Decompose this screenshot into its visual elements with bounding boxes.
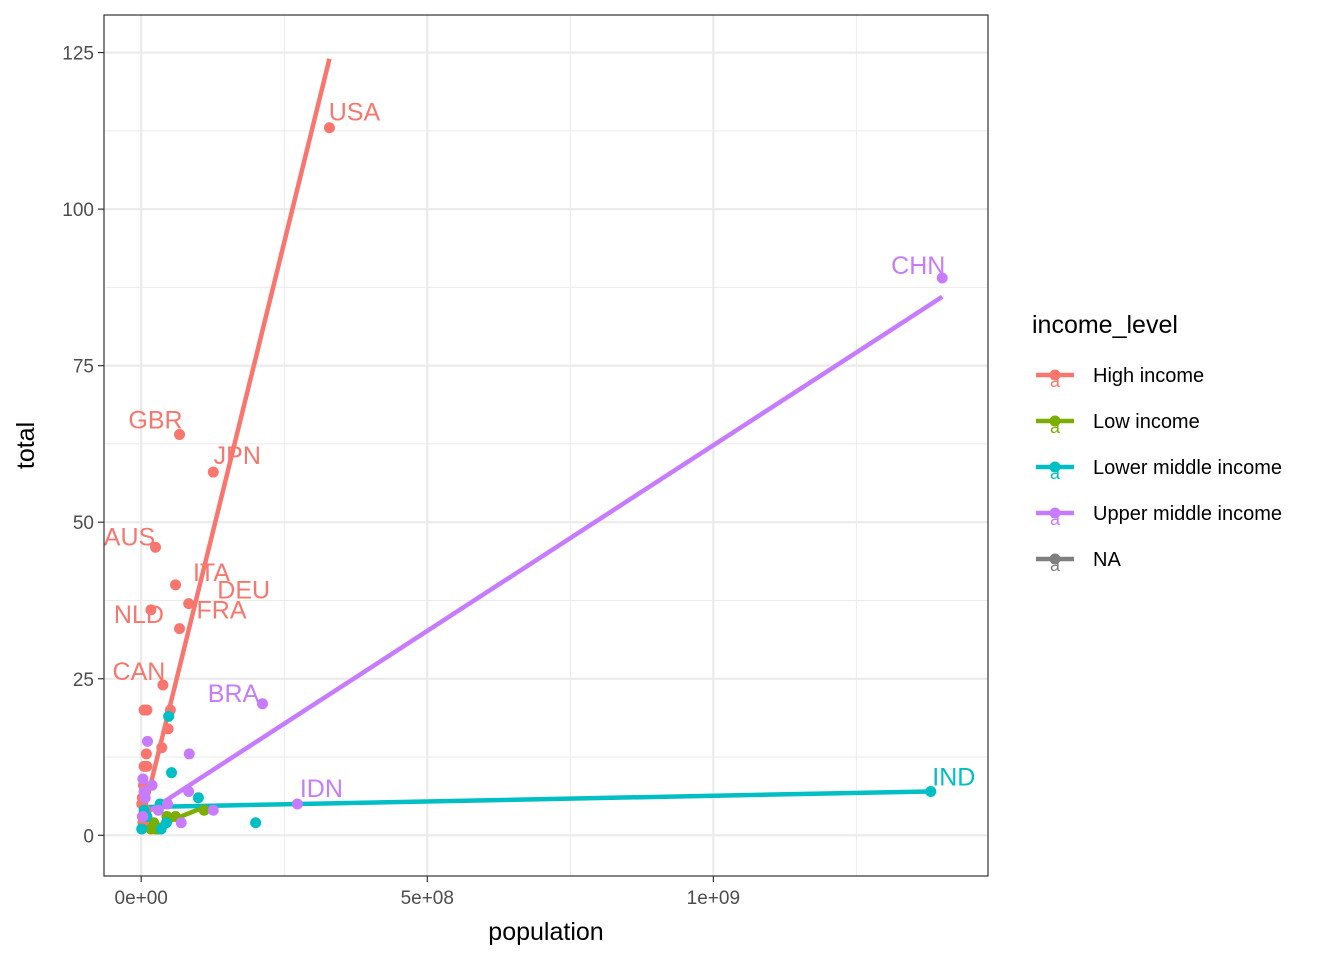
fit-line-high-income — [139, 58, 332, 824]
legend-label: Upper middle income — [1093, 503, 1282, 525]
y-tick-label: 25 — [73, 670, 94, 691]
legend-key-glyph: a — [1050, 555, 1061, 575]
legend-key-point — [1049, 415, 1061, 427]
data-point — [156, 742, 168, 754]
point-label-gbr: GBR — [128, 407, 182, 435]
data-point — [139, 792, 151, 804]
data-point — [160, 817, 172, 829]
y-axis: 0 25 50 75 100 125 — [62, 44, 104, 847]
y-tick-label: 0 — [83, 826, 94, 847]
data-point — [149, 541, 161, 553]
data-point — [175, 817, 187, 829]
legend-key-glyph: a — [1050, 371, 1061, 391]
data-point — [146, 779, 158, 791]
data-point — [192, 792, 204, 804]
legend-key-glyph: a — [1050, 417, 1061, 437]
legend-title: income_level — [1032, 311, 1178, 339]
point-label-can: CAN — [113, 658, 166, 686]
data-point — [174, 429, 186, 441]
data-point — [250, 817, 262, 829]
data-point — [163, 710, 175, 722]
data-point — [183, 785, 195, 797]
y-tick-label: 125 — [62, 44, 94, 65]
data-point — [162, 723, 174, 735]
data-points — [136, 122, 948, 835]
panel-border — [103, 14, 989, 877]
data-point — [152, 804, 164, 816]
data-point — [162, 798, 174, 810]
legend-key-point — [1049, 369, 1061, 381]
fit-line-lower-middle-income — [141, 789, 931, 810]
legend-label: Lower middle income — [1093, 457, 1282, 479]
data-point — [207, 804, 219, 816]
point-label-idn: IDN — [300, 775, 343, 803]
legend-key-glyph: a — [1050, 509, 1061, 529]
data-point — [141, 735, 153, 747]
y-tick-label: 100 — [62, 200, 94, 221]
point-label-aus: AUS — [104, 523, 155, 551]
legend-key: a — [1036, 415, 1074, 437]
grid-minor — [104, 15, 988, 876]
data-point — [170, 579, 182, 591]
legend-key: a — [1036, 507, 1074, 529]
x-tick-label: 5e+08 — [401, 888, 454, 909]
data-point — [936, 272, 948, 284]
y-axis-title: total — [12, 422, 40, 469]
point-label-jpn: JPN — [214, 442, 261, 470]
data-point — [140, 748, 152, 760]
x-tick-label: 0e+00 — [115, 888, 168, 909]
data-point — [198, 804, 210, 816]
panel-background — [104, 15, 988, 876]
point-label-fra: FRA — [197, 597, 247, 625]
data-point — [137, 811, 149, 823]
legend-key: a — [1036, 553, 1074, 575]
data-point — [157, 679, 169, 691]
legend-key-point — [1049, 507, 1061, 519]
data-point — [136, 823, 148, 835]
data-point — [141, 704, 153, 716]
point-label-usa: USA — [329, 99, 381, 127]
data-point — [174, 623, 186, 635]
point-label-nld: NLD — [114, 601, 164, 629]
y-tick-label: 75 — [73, 357, 94, 378]
legend-key: a — [1036, 369, 1074, 391]
data-point — [183, 748, 195, 760]
point-label-bra: BRA — [208, 680, 260, 708]
legend-label: High income — [1093, 365, 1204, 387]
legend: income_level a High income a Low income a Low… — [1032, 311, 1282, 575]
x-axis-title: population — [488, 918, 603, 946]
point-label-ind: IND — [932, 763, 975, 791]
point-label-ita: ITA — [193, 559, 230, 587]
data-point — [141, 760, 153, 772]
legend-key-glyph: a — [1050, 463, 1061, 483]
data-point — [925, 785, 937, 797]
x-axis: 0e+00 5e+08 1e+09 — [115, 876, 740, 909]
legend-label: NA — [1093, 549, 1121, 571]
data-point — [207, 466, 219, 478]
legend-key: a — [1036, 461, 1074, 483]
data-point — [291, 798, 303, 810]
y-tick-label: 50 — [73, 513, 94, 534]
data-point — [145, 604, 157, 616]
legend-key-point — [1049, 461, 1061, 473]
x-tick-label: 1e+09 — [687, 888, 740, 909]
fit-line-upper-middle-income — [139, 294, 944, 819]
legend-key-point — [1049, 553, 1061, 565]
legend-label: Low income — [1093, 411, 1200, 433]
data-point — [137, 773, 149, 785]
data-point — [323, 122, 335, 134]
data-point — [166, 767, 178, 779]
data-point — [256, 698, 268, 710]
point-label-deu: DEU — [217, 577, 270, 605]
data-point — [183, 598, 195, 610]
point-label-chn: CHN — [891, 252, 945, 280]
